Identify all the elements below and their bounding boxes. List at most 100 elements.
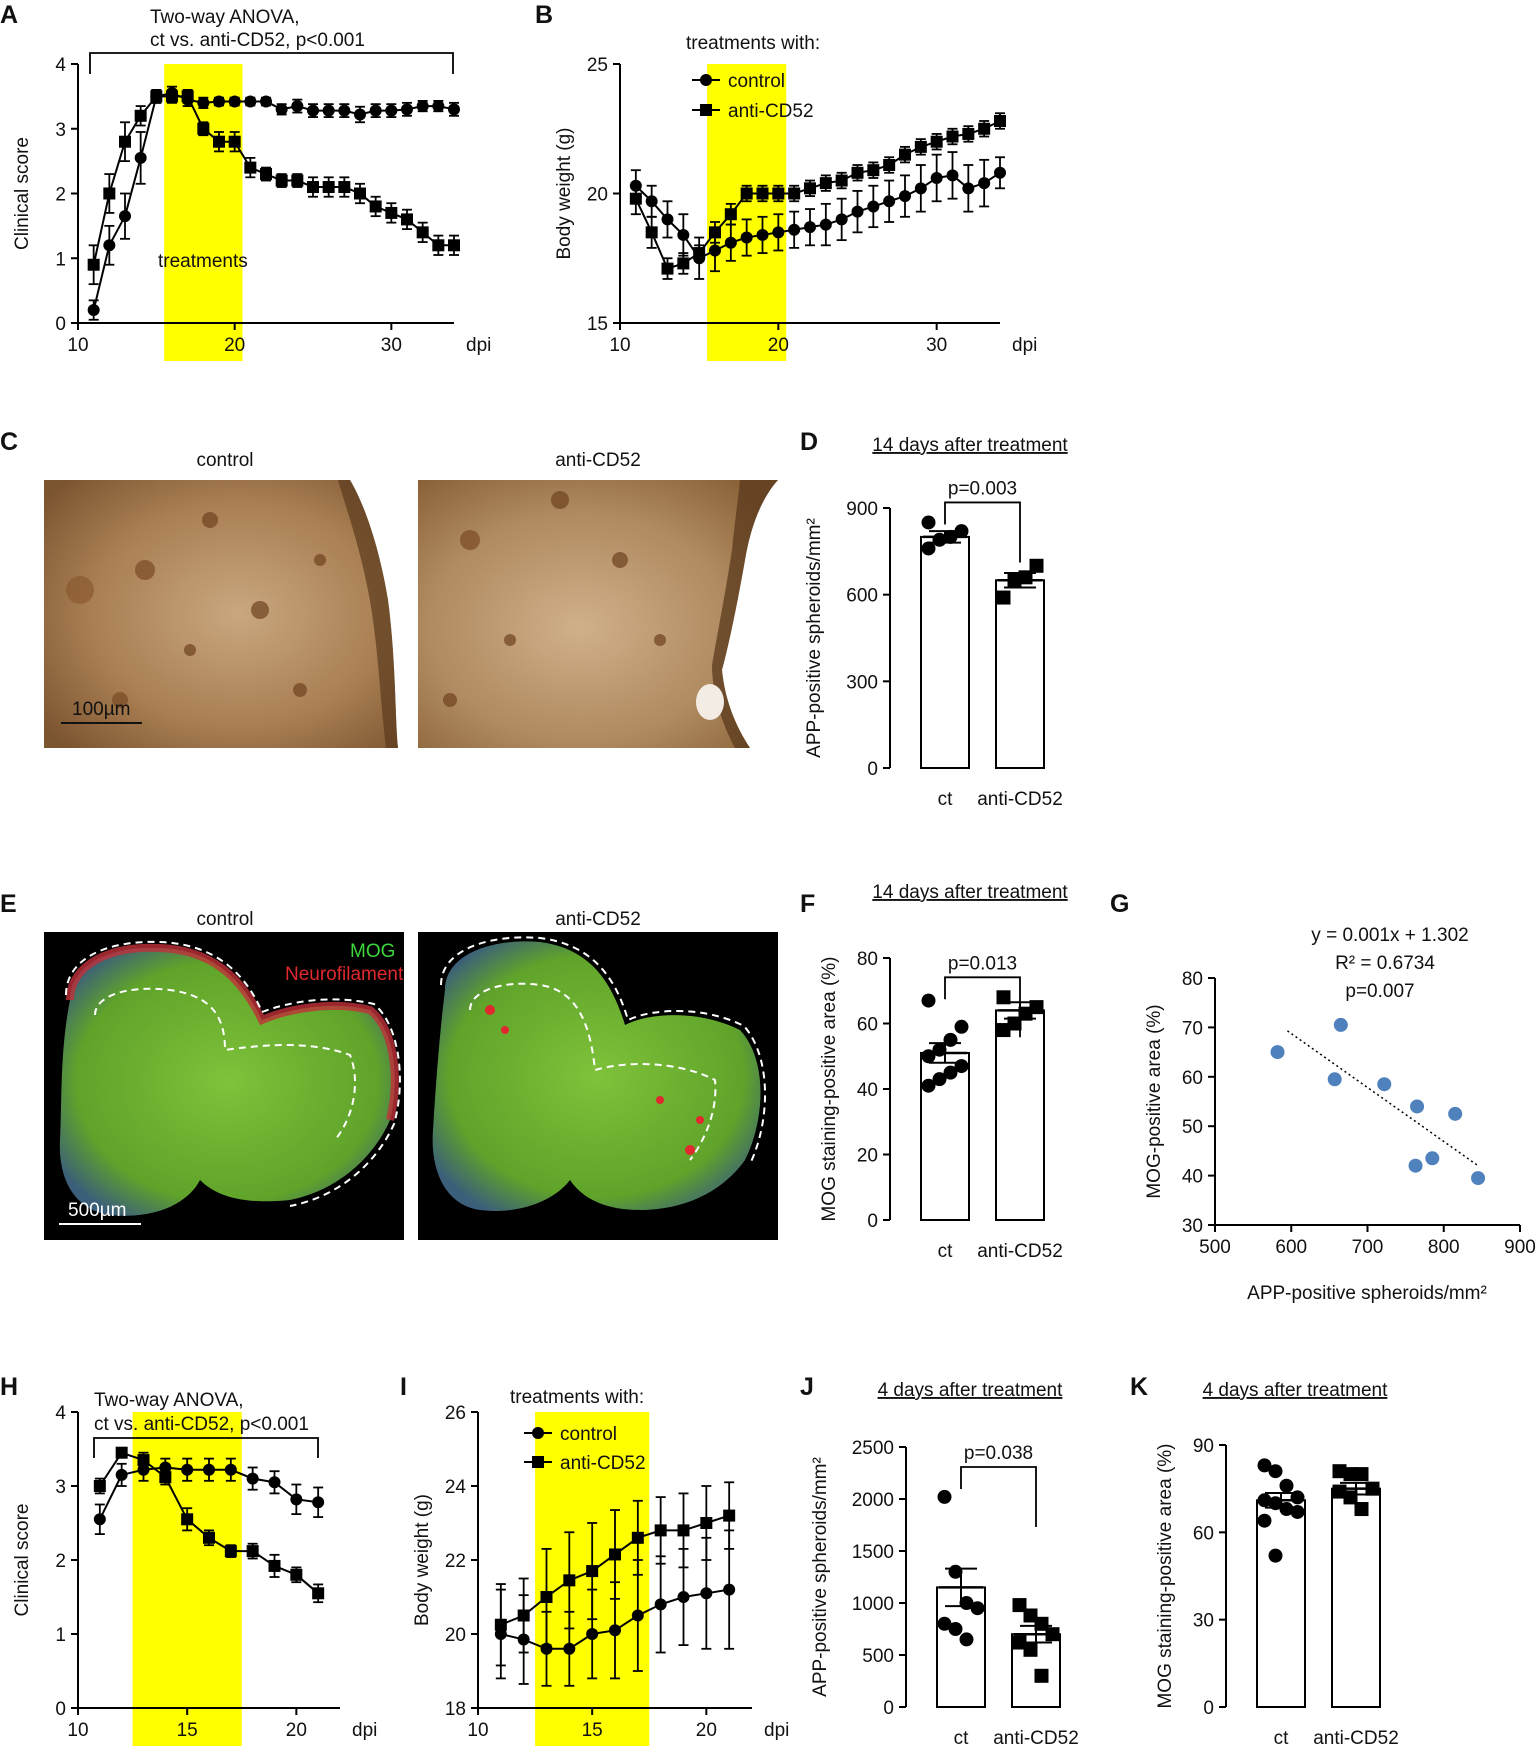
chart-a-control-point [369,104,382,117]
panel-c-micrographs: control anti-CD52 100µm [44,450,778,748]
chart-d-header: 14 days after treatment [872,435,1068,456]
chart-j-ytick-label: 2000 [852,1490,894,1511]
chart-b-control-point [883,195,896,208]
chart-g-xtick-label: 600 [1275,1237,1307,1258]
chart-a-control-point [228,95,241,108]
chart-b-legend-anti-cd52-label: anti-CD52 [728,101,814,122]
chart-h-control-point [268,1476,281,1489]
chart-i-xtick-label: 10 [467,1720,488,1741]
chart-j-ct-point [937,1489,952,1504]
panel-c-left-title: control [196,450,253,471]
chart-g-point [1448,1106,1463,1121]
chart-k-ct-point [1279,1478,1294,1493]
chart-a-anti-cd52-point [448,239,460,252]
chart-a-control-point [354,108,366,121]
chart-d-ct-point [921,541,936,556]
chart-b-anti-cd52-point [756,187,769,200]
chart-h-ytick-label: 0 [55,1699,66,1720]
chart-a-anti-cd52-point [119,135,131,148]
chart-a-anti-cd52-point [401,213,413,226]
chart-d-ylabel: APP-positive spheroids/mm² [804,518,825,758]
chart-j-ytick-label: 1000 [852,1594,894,1615]
chart-g-point [1471,1171,1486,1186]
panel-letter-a: A [0,1,18,29]
chart-i-control-point [586,1628,599,1640]
if-anti-cd52-image [418,932,778,1240]
chart-a-anti-cd52-point [416,226,429,239]
chart-f-pvalue: p=0.013 [948,953,1017,974]
chart-k-header: 4 days after treatment [1203,1380,1389,1401]
chart-d-significance-bracket [944,501,1021,563]
panel-c-scalebar-label: 100µm [72,699,130,720]
chart-b-control-point [914,182,927,195]
chart-k-anti-cd52-point [1354,1502,1369,1517]
ihc-anti-cd52-image [418,480,778,748]
chart-a-ytick-label: 3 [55,120,66,141]
panel-e-right-title: anti-CD52 [555,909,641,930]
panel-letter-h: H [0,1373,18,1401]
chart-k-anti-cd52-point [1343,1490,1358,1505]
chart-f-anti-cd52-point [1007,1016,1022,1031]
chart-f-header: 14 days after treatment [872,882,1068,903]
chart-g-point [1333,1017,1348,1032]
chart-h-control-point [181,1463,194,1476]
chart-a-control-point [244,95,257,108]
chart-a-control-point [322,104,335,117]
chart-b-anti-cd52-point [709,226,721,239]
chart-f-ct-point [954,1059,969,1074]
chart-a-anti-cd52-point [369,200,382,213]
chart-a-anti-cd52-point [338,181,351,194]
chart-h-title2: ct vs. anti-CD52, p<0.001 [94,1414,309,1435]
chart-k-ytick-label: 60 [1193,1523,1214,1544]
chart-h-anti-cd52-point [181,1513,194,1526]
chart-j-ylabel: APP-positive spheroids/mm² [810,1457,831,1697]
panel-letter-j: J [800,1373,814,1401]
chart-b-anti-cd52-point [851,166,864,179]
chart-i-control-point [677,1591,690,1603]
chart-k-anti-cd52-point [1332,1484,1347,1499]
chart-a-anti-cd52-point [103,187,116,200]
chart-g-trendline [1287,1030,1479,1167]
chart-j-ct-point [948,1564,963,1579]
ihc-control-image: 100µm [44,480,398,748]
chart-d-ytick-label: 600 [846,586,878,607]
chart-i-ylabel: Body weight (g) [412,1494,433,1626]
chart-g-ylabel: MOG-positive area (%) [1144,1004,1165,1198]
chart-g-ytick-label: 30 [1182,1216,1203,1237]
chart-j-ytick-label: 0 [883,1698,894,1719]
chart-j-ytick-label: 500 [862,1646,894,1667]
chart-h-control-point [93,1513,106,1526]
panel-letter-d: D [800,428,818,456]
chart-i-title: treatments with: [510,1387,644,1408]
chart-j-header: 4 days after treatment [878,1380,1064,1401]
chart-b-legend-control-marker [700,74,712,86]
chart-j-anti-cd52-point [1012,1635,1027,1650]
chart-f-ct-point [932,1042,947,1057]
chart-j-ct-category-label: ct [954,1728,970,1749]
chart-f-ct-point [943,1032,958,1047]
chart-j-ytick-label: 1500 [852,1542,894,1563]
chart-i-anti-cd52-point [700,1517,713,1529]
chart-f-anti-cd52-bar [995,1009,1045,1222]
chart-f-ct-point [954,1019,969,1034]
chart-a-control-point [103,239,116,252]
chart-k-anti-cd52-point [1343,1467,1358,1482]
chart-g-ytick-label: 70 [1182,1018,1203,1039]
chart-h-xtick-label: 20 [286,1720,307,1741]
chart-g-xlabel: APP-positive spheroids/mm² [1247,1283,1487,1304]
chart-f-mog-area: 14 days after treatment 0 20 40 60 80 MOG stai… [819,882,1068,1262]
chart-a-anti-cd52-point [87,258,100,271]
chart-a-control-point [119,210,131,223]
chart-j-ct-point [959,1632,974,1647]
chart-k-ct-point [1268,1464,1283,1479]
legend-mog: MOG [350,941,395,962]
chart-i-ytick-label: 24 [445,1477,467,1498]
chart-j-anti-cd52-point [1012,1598,1027,1613]
chart-f-anti-cd52-category-label: anti-CD52 [977,1241,1063,1262]
chart-i-control-point [631,1609,644,1622]
chart-d-ct-point [932,532,947,547]
chart-a-anti-cd52-point [291,174,304,187]
chart-a-anti-cd52-line [92,95,454,265]
chart-a-title2: ct vs. anti-CD52, p<0.001 [150,30,365,51]
chart-j-anti-cd52-point [1023,1608,1038,1623]
